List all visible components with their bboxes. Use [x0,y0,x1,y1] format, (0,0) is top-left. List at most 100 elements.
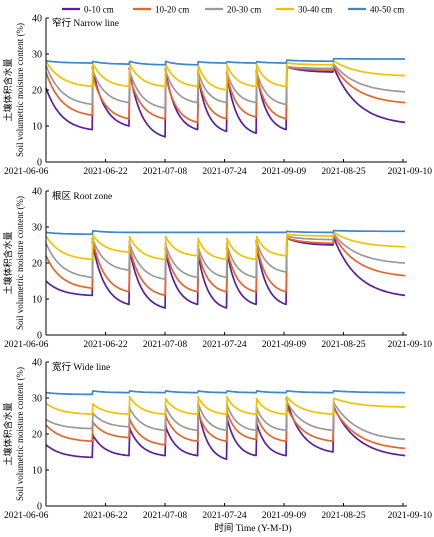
series-5-segment [45,59,94,64]
series-4-segment [332,231,406,248]
series-3-segment [255,399,288,432]
x-tick-label: 2021-09-10 [388,511,433,521]
y-tick-label: 30 [32,223,42,234]
series-3-segment [91,237,131,272]
series-2-segment [225,410,258,441]
series-5-segment [45,390,94,396]
series-3-segment [128,68,167,109]
series-3-segment [286,63,335,70]
series-2-segment [332,233,406,277]
legend-item-5: 40-50 cm [348,5,404,15]
panel-title: 宽行 Wide line [52,361,110,373]
series-5-segment [197,389,229,394]
series-1-segment [45,66,94,131]
series-1-segment [225,70,258,135]
y-tick-label: 30 [32,394,42,405]
y-axis-title-en: Soil volumetric moisture content (%) [15,23,25,157]
y-axis-title-en: Soil volumetric moisture content (%) [15,367,25,501]
x-tick-label: 2021-09-09 [262,340,307,350]
series-4-segment [91,396,131,416]
series-1-segment [255,66,288,131]
x-tick-label: 2021-06-06 [4,511,49,521]
series-3 [45,62,406,109]
series-4 [45,59,406,91]
legend: 0-10 cm 10-20 cm 20-30 cm 30-40 cm 40-50 cm [62,5,404,15]
y-axis-title-cn: 土壤体积含水量 [2,402,13,465]
series-1 [45,235,406,309]
series-5-segment [226,389,258,394]
x-axis-title: 时间 Time (Y-M-D) [214,522,291,534]
series-3-segment [45,412,94,430]
series-1-segment [164,405,200,457]
legend-label: 10-20 cm [155,5,189,15]
series-2-segment [255,405,288,443]
series-2-segment [255,66,288,120]
panel-title: 窄行 Narrow line [52,17,119,29]
y-axis-title-cn: 土壤体积含水量 [2,58,13,121]
series-2-segment [196,73,229,120]
series-3-segment [225,403,258,432]
series-3-segment [45,65,94,106]
series-3-segment [196,243,229,279]
series-4-segment [332,59,406,77]
series-1-segment [196,71,229,133]
x-tick-label: 2021-08-25 [321,511,366,521]
series-1-segment [196,405,229,461]
series-5-segment [286,389,335,394]
series-1-segment [196,248,229,309]
series-3-segment [91,406,131,428]
series-2-segment [45,238,94,290]
series-3-segment [196,69,229,104]
legend-item-1: 0-10 cm [62,5,114,15]
series-1-segment [225,241,258,306]
series-3-segment [255,235,288,273]
y-tick-label: 40 [32,358,42,369]
series-3 [45,399,406,441]
series-2-segment [196,410,229,443]
x-tick-label: 2021-07-08 [143,167,188,177]
y-tick-label: 20 [32,430,42,441]
series-3-segment [91,68,131,104]
chart-panel-1: 0 10 20 30 40 2021-06-06 2021-06-22 2021-07-08 2… [2,14,432,178]
series-1-segment [45,433,94,459]
series-2-segment [45,72,94,117]
y-tick-label: 10 [32,466,42,477]
series-4-segment [164,235,200,257]
x-tick-label: 2021-08-25 [321,340,366,350]
series-4-segment [164,62,200,88]
y-axis-title-en: Soil volumetric moisture content (%) [15,196,25,330]
y-tick-label: 0 [37,502,42,513]
axes: 0 10 20 30 40 2021-06-06 2021-06-22 2021-07-08 2… [4,358,432,522]
series-3-segment [164,401,200,432]
series-4-segment [128,395,167,416]
legend-item-3: 20-30 cm [205,5,261,15]
series-4-segment [255,62,288,88]
series-5-segment [128,60,167,66]
series-4-segment [225,235,258,261]
x-tick-label: 2021-07-24 [202,167,247,177]
y-tick-label: 0 [37,158,42,169]
series-4-segment [196,63,229,91]
series-2-segment [91,73,131,120]
series-5-segment [286,58,335,63]
series-5-segment [197,60,229,64]
x-tick-label: 2021-06-22 [83,340,128,350]
series-3-segment [164,68,200,104]
series-1-segment [91,241,131,306]
series-4-segment [286,231,335,237]
series-1-segment [128,67,167,138]
series-5-segment [92,389,131,394]
series-3-segment [285,232,335,241]
y-tick-label: 0 [37,331,42,342]
x-tick-label: 2021-09-10 [388,167,433,177]
x-tick-label: 2021-06-06 [4,340,49,350]
series-3-segment [164,242,200,279]
x-tick-label: 2021-06-06 [4,167,49,177]
series-4-segment [285,395,335,416]
series-3-segment [45,237,94,279]
series-3-segment [225,239,258,279]
series-3-segment [332,62,406,93]
axes: 0 10 20 30 40 2021-06-06 2021-06-22 2021-07-08 2… [4,14,432,178]
legend-label: 0-10 cm [84,5,114,15]
